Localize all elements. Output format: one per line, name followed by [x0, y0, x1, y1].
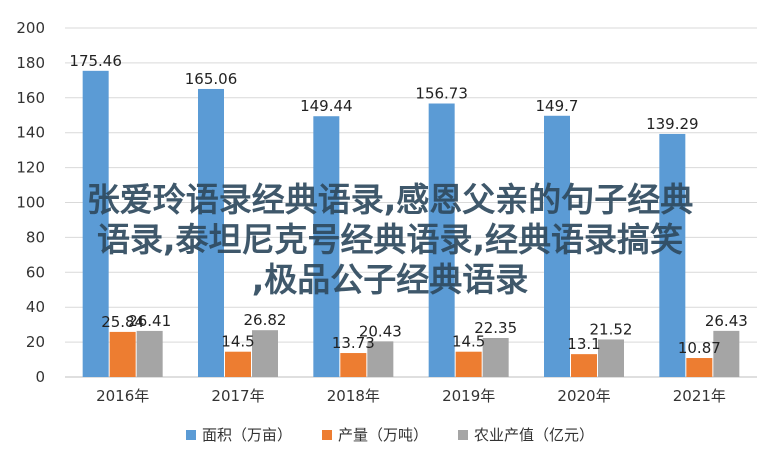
- data-label: 22.35: [474, 319, 517, 337]
- data-label: 26.41: [128, 312, 171, 330]
- bar[interactable]: [598, 339, 624, 377]
- data-label: 14.5: [452, 333, 485, 351]
- x-tick-label: 2017年: [211, 387, 264, 405]
- data-label: 20.43: [359, 322, 402, 340]
- data-label: 26.43: [705, 312, 748, 330]
- data-label: 165.06: [185, 70, 238, 88]
- legend-label: 农业产值（亿元）: [474, 426, 594, 444]
- data-label: 13.73: [332, 334, 375, 352]
- data-label: 26.82: [244, 311, 287, 329]
- legend-label: 产量（万吨）: [338, 426, 428, 444]
- bar[interactable]: [340, 353, 367, 377]
- y-tick-label: 160: [16, 89, 45, 107]
- x-tick-label: 2018年: [327, 387, 380, 405]
- data-label: 156.73: [415, 85, 468, 103]
- x-tick-label: 2020年: [557, 387, 610, 405]
- data-label: 21.52: [590, 320, 633, 338]
- bar[interactable]: [225, 351, 251, 377]
- bar[interactable]: [455, 351, 482, 377]
- bar[interactable]: [428, 103, 455, 377]
- bar[interactable]: [659, 133, 686, 377]
- bar[interactable]: [367, 341, 394, 377]
- data-label: 14.5: [221, 333, 254, 351]
- x-tick-label: 2016年: [96, 387, 149, 405]
- bar[interactable]: [686, 358, 713, 377]
- legend-swatch: [322, 430, 332, 440]
- y-tick-label: 40: [26, 298, 45, 316]
- x-tick-label: 2019年: [442, 387, 495, 405]
- x-tick-label: 2021年: [673, 387, 726, 405]
- y-tick-label: 140: [16, 124, 45, 142]
- data-label: 175.46: [69, 52, 122, 70]
- bar[interactable]: [571, 354, 597, 377]
- data-label: 13.1: [567, 335, 600, 353]
- bar[interactable]: [482, 337, 509, 377]
- y-tick-label: 200: [16, 19, 45, 37]
- bar[interactable]: [252, 330, 278, 377]
- bar[interactable]: [713, 330, 740, 377]
- legend-swatch: [186, 430, 196, 440]
- bar[interactable]: [198, 88, 224, 377]
- data-label: 139.29: [646, 115, 699, 133]
- data-label: 10.87: [678, 339, 721, 357]
- y-tick-label: 180: [16, 54, 45, 72]
- data-label: 25.84: [101, 313, 144, 331]
- data-label: 149.44: [300, 97, 353, 115]
- y-tick-label: 100: [16, 194, 45, 212]
- bar[interactable]: [109, 331, 136, 377]
- y-tick-label: 60: [26, 263, 45, 281]
- bar[interactable]: [136, 330, 163, 377]
- bar[interactable]: [313, 116, 340, 377]
- y-tick-label: 120: [16, 159, 45, 177]
- bar[interactable]: [82, 70, 109, 377]
- data-label: 149.7: [536, 97, 579, 115]
- y-tick-label: 0: [35, 368, 45, 386]
- y-tick-label: 80: [26, 228, 45, 246]
- legend-swatch: [458, 430, 468, 440]
- y-tick-label: 20: [26, 333, 45, 351]
- bar[interactable]: [544, 115, 570, 377]
- legend-label: 面积（万亩）: [202, 426, 292, 444]
